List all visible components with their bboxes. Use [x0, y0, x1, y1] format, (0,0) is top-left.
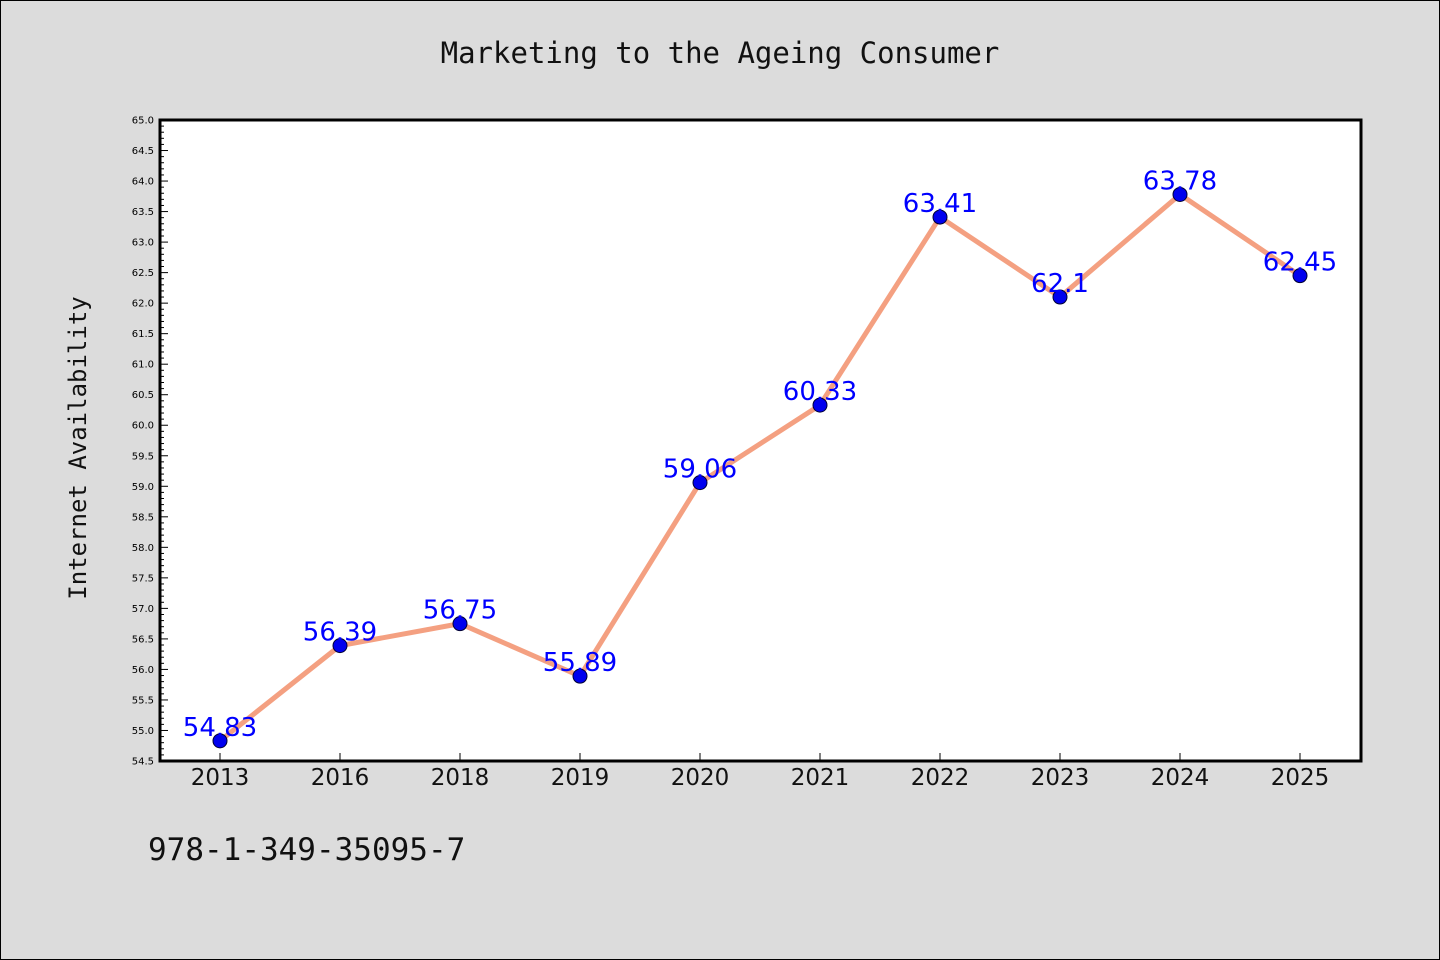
data-point — [212, 733, 228, 749]
x-tick-label: 2016 — [311, 765, 370, 791]
y-tick-label: 54.5 — [132, 757, 154, 768]
data-label: 63.41 — [903, 189, 977, 219]
y-tick-label: 60.0 — [132, 421, 154, 432]
y-tick-label: 64.5 — [132, 146, 154, 157]
y-axis: 54.5 55.0 55.5 56.0 56.5 57.0 57.5 58.0 58.5 59.0… — [132, 116, 168, 768]
chart-title: Marketing to the Ageing Consumer — [441, 36, 1000, 70]
x-tick-label: 2022 — [911, 765, 970, 791]
x-tick-label: 2020 — [671, 765, 730, 791]
x-tick-label: 2013 — [191, 765, 250, 791]
data-point — [572, 668, 588, 684]
data-label: 60.33 — [783, 377, 857, 407]
x-tick-label: 2024 — [1151, 765, 1210, 791]
data-point — [1172, 186, 1188, 202]
data-point — [1052, 289, 1068, 305]
data-point — [1292, 268, 1308, 284]
y-tick-label: 64.0 — [132, 177, 154, 188]
y-tick-label: 55.5 — [132, 695, 154, 706]
y-tick-label: 56.0 — [132, 665, 154, 676]
data-label: 54.83 — [183, 713, 257, 743]
data-point — [452, 616, 468, 632]
y-tick-label: 56.5 — [132, 634, 154, 645]
plot-area — [160, 120, 1361, 761]
data-label: 59.06 — [663, 455, 737, 485]
data-label: 56.75 — [423, 596, 497, 626]
data-points — [212, 186, 1308, 749]
data-point — [332, 638, 348, 654]
data-point — [812, 397, 828, 413]
data-label: 62.1 — [1031, 269, 1089, 299]
y-tick-label: 58.0 — [132, 543, 154, 554]
y-tick-label: 61.5 — [132, 329, 154, 340]
y-tick-label: 63.5 — [132, 207, 154, 218]
data-point — [932, 209, 948, 225]
y-tick-label: 61.0 — [132, 360, 154, 371]
data-label: 62.45 — [1263, 248, 1337, 278]
y-axis-label: Internet Availability — [64, 296, 92, 599]
y-tick-label: 62.0 — [132, 299, 154, 310]
series-polyline — [218, 191, 1302, 743]
x-tick-label: 2023 — [1031, 765, 1090, 791]
x-tick-label: 2018 — [431, 765, 490, 791]
y-tick-label: 63.0 — [132, 238, 154, 249]
y-tick-label: 55.0 — [132, 726, 154, 737]
isbn-text: 978-1-349-35095-7 — [148, 832, 466, 868]
data-label: 55.89 — [543, 648, 617, 678]
data-label: 56.39 — [303, 618, 377, 648]
data-labels: 54.83 56.39 56.75 55.89 59.06 60.33 63.41 62.1 6… — [183, 166, 1337, 742]
y-tick-label: 58.5 — [132, 512, 154, 523]
y-tick-label: 59.5 — [132, 451, 154, 462]
y-tick-label: 57.5 — [132, 573, 154, 584]
y-tick-label: 62.5 — [132, 268, 154, 279]
plot-border — [158, 118, 1363, 763]
y-tick-label: 57.0 — [132, 604, 154, 615]
x-tick-label: 2019 — [551, 765, 610, 791]
data-label: 63.78 — [1143, 166, 1217, 196]
y-tick-label: 60.5 — [132, 390, 154, 401]
x-tick-label: 2025 — [1271, 765, 1330, 791]
y-tick-label: 65.0 — [132, 116, 154, 127]
data-point — [692, 475, 708, 491]
y-tick-label: 59.0 — [132, 482, 154, 493]
series-line — [218, 191, 1302, 743]
x-tick-label: 2021 — [791, 765, 850, 791]
